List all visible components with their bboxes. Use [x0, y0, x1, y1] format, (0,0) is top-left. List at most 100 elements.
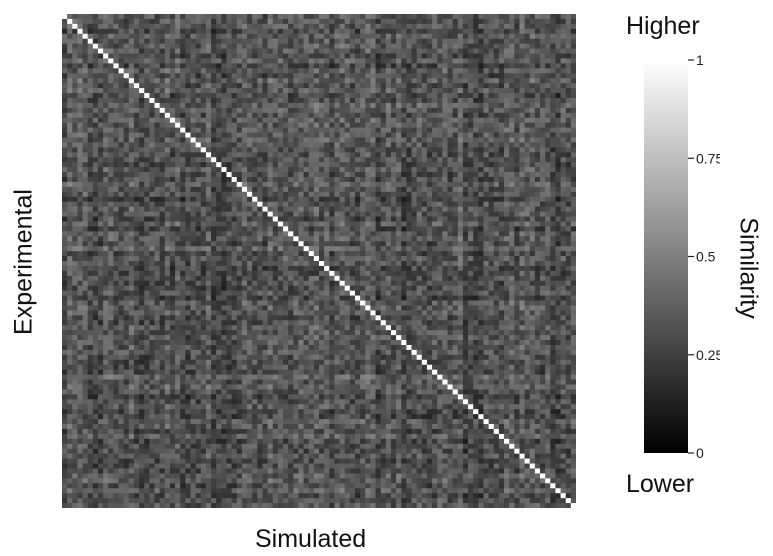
heatmap-cell — [108, 201, 114, 208]
heatmap-cell — [113, 97, 119, 104]
heatmap-cell — [303, 68, 310, 74]
heatmap-cell — [442, 23, 448, 30]
heatmap-cell — [570, 246, 576, 252]
heatmap-cell — [82, 157, 89, 163]
heatmap-cell — [247, 28, 253, 35]
heatmap-cell — [108, 251, 114, 257]
heatmap-cell — [97, 23, 104, 30]
heatmap-cell — [519, 38, 525, 44]
heatmap-cell — [185, 177, 191, 183]
heatmap-cell — [288, 48, 294, 54]
heatmap-cell — [154, 236, 161, 242]
heatmap-cell — [426, 231, 433, 237]
heatmap-cell — [329, 211, 335, 217]
heatmap-cell — [534, 78, 541, 84]
heatmap-cell — [77, 211, 83, 217]
heatmap-cell — [478, 83, 484, 89]
heatmap-cell — [72, 211, 78, 217]
heatmap-cell — [159, 216, 166, 222]
heatmap-cell — [195, 97, 202, 104]
heatmap-cell — [164, 196, 171, 203]
heatmap-cell — [380, 157, 387, 163]
heatmap-cell — [257, 14, 263, 20]
heatmap-cell — [277, 48, 284, 54]
heatmap-cell — [97, 172, 104, 178]
heatmap-cell — [133, 33, 140, 40]
heatmap-cell — [200, 157, 207, 163]
heatmap-cell — [416, 236, 423, 242]
heatmap-cell — [416, 211, 423, 217]
heatmap-cell — [190, 191, 196, 198]
heatmap-cell — [133, 211, 140, 217]
heatmap-cell — [550, 211, 556, 217]
heatmap-cell — [432, 78, 438, 84]
heatmap-cell — [365, 68, 371, 74]
heatmap-cell — [123, 102, 130, 109]
heatmap-cell — [411, 152, 418, 158]
heatmap-cell — [344, 18, 351, 25]
heatmap-cell — [200, 23, 207, 30]
heatmap-cell — [550, 241, 556, 247]
heatmap-cell — [324, 132, 330, 138]
heatmap-cell — [504, 78, 510, 84]
heatmap-cell — [344, 211, 351, 217]
heatmap-cell — [478, 216, 484, 222]
heatmap-cell — [308, 43, 315, 49]
heatmap-cell — [144, 68, 150, 74]
heatmap-cell — [390, 122, 397, 128]
heatmap-cell — [514, 83, 520, 89]
heatmap-cell — [123, 58, 130, 64]
heatmap-cell — [231, 28, 238, 35]
heatmap-cell — [324, 162, 330, 168]
heatmap-cell — [133, 196, 140, 203]
heatmap-cell — [272, 172, 279, 178]
heatmap-cell — [72, 48, 78, 54]
heatmap-cell — [519, 58, 525, 64]
heatmap-cell — [468, 28, 474, 35]
heatmap-cell — [529, 18, 536, 25]
heatmap-cell — [298, 236, 304, 242]
heatmap-cell — [128, 246, 135, 252]
heatmap-cell — [164, 191, 171, 198]
heatmap-cell — [437, 122, 443, 128]
heatmap-cell — [457, 43, 464, 49]
heatmap-cell — [169, 102, 176, 109]
heatmap-cell — [108, 63, 114, 69]
heatmap-cell — [483, 226, 489, 232]
heatmap-cell — [293, 221, 299, 227]
heatmap-cell — [216, 83, 222, 89]
heatmap-cell — [175, 256, 181, 262]
heatmap-cell — [390, 167, 397, 173]
heatmap-cell — [92, 256, 99, 262]
heatmap-cell — [293, 102, 299, 109]
heatmap-cell — [303, 147, 310, 153]
heatmap-cell — [519, 88, 525, 94]
heatmap-cell — [442, 236, 448, 242]
heatmap-cell — [144, 181, 150, 188]
heatmap-cell — [457, 251, 464, 257]
heatmap-cell — [216, 23, 222, 30]
heatmap-cell — [236, 196, 243, 203]
heatmap-cell — [216, 191, 222, 198]
heatmap-cell — [360, 112, 366, 119]
heatmap-cell — [164, 147, 171, 153]
heatmap-cell — [421, 211, 428, 217]
heatmap-cell — [211, 241, 217, 247]
heatmap-cell — [139, 137, 145, 143]
heatmap-cell — [483, 83, 489, 89]
heatmap-cell — [175, 147, 181, 153]
heatmap-diagonal-cell — [257, 201, 263, 208]
heatmap-cell — [128, 117, 135, 124]
heatmap-cell — [108, 147, 114, 153]
heatmap-cell — [272, 63, 279, 69]
heatmap-cell — [385, 38, 392, 44]
heatmap-cell — [169, 137, 176, 143]
heatmap-cell — [411, 102, 418, 109]
heatmap-cell — [483, 53, 489, 59]
heatmap-cell — [437, 102, 443, 109]
heatmap-cell — [452, 256, 459, 262]
heatmap-cell — [308, 142, 315, 148]
heatmap-cell — [277, 33, 284, 40]
heatmap-cell — [390, 14, 397, 20]
heatmap-cell — [200, 38, 207, 44]
